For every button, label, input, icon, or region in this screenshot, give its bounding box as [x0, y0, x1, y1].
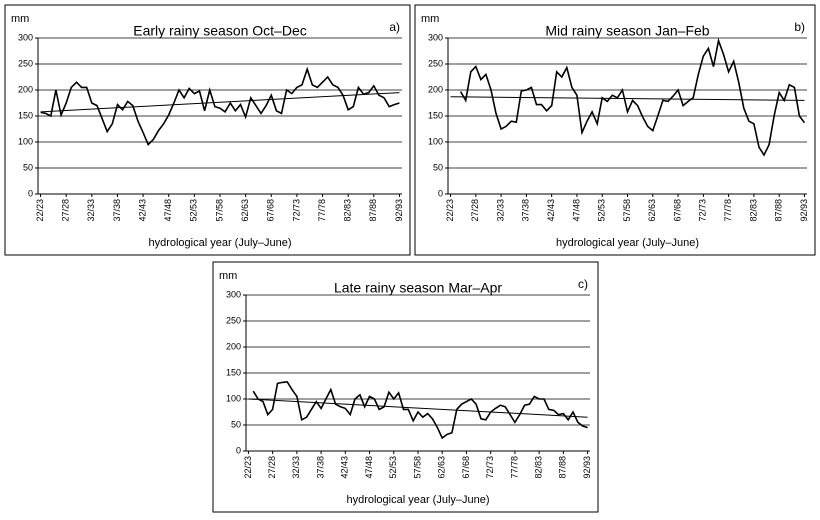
data-line	[40, 66, 400, 147]
x-tick-label: 22/23	[243, 456, 253, 479]
y-tick-label: 100	[428, 136, 443, 146]
trend-line	[450, 96, 805, 101]
y-tick-label: 150	[18, 110, 33, 120]
x-tick-label: 82/83	[748, 199, 758, 222]
x-tick-label: 27/28	[61, 199, 71, 222]
x-tick-label: 57/58	[214, 199, 224, 222]
x-tick-label: 37/38	[315, 456, 325, 479]
y-tick-label: 250	[428, 58, 443, 68]
x-tick-label: 72/73	[698, 199, 708, 222]
x-tick-label: 67/68	[672, 199, 682, 222]
y-tick-label: 250	[226, 315, 241, 325]
chart-title: Early rainy season Oct–Dec	[133, 23, 307, 39]
x-tick-label: 32/33	[495, 199, 505, 222]
panel-frame	[212, 261, 599, 513]
trend-line	[40, 92, 400, 113]
y-tick-label: 150	[428, 110, 443, 120]
y-unit: mm	[421, 13, 439, 25]
y-tick-label: 0	[28, 188, 33, 198]
x-tick-label: 42/43	[340, 456, 350, 479]
x-tick-label: 82/83	[343, 199, 353, 222]
data-line	[459, 37, 806, 157]
x-tick-label: 62/63	[437, 456, 447, 479]
x-tick-label: 32/33	[291, 456, 301, 479]
x-tick-label: 87/88	[368, 199, 378, 222]
x-tick-label: 62/63	[647, 199, 657, 222]
trend-line	[248, 398, 588, 418]
x-tick-label: 47/48	[571, 199, 581, 222]
y-tick-label: 100	[18, 136, 33, 146]
panel-label: b)	[794, 20, 805, 34]
panel-frame	[414, 4, 816, 256]
chart-title: Late rainy season Mar–Apr	[334, 280, 502, 296]
x-tick-label: 32/33	[86, 199, 96, 222]
y-tick-label: 300	[18, 32, 33, 42]
x-tick-label: 37/38	[521, 199, 531, 222]
x-tick-label: 92/93	[394, 199, 404, 222]
x-tick-label: 27/28	[470, 199, 480, 222]
y-tick-label: 0	[438, 188, 443, 198]
x-tick-label: 57/58	[622, 199, 632, 222]
x-tick-label: 47/48	[163, 199, 173, 222]
y-tick-label: 0	[236, 445, 241, 455]
y-tick-label: 200	[18, 84, 33, 94]
x-tick-label: 52/53	[597, 199, 607, 222]
y-tick-label: 200	[226, 341, 241, 351]
x-tick-label: 47/48	[364, 456, 374, 479]
y-tick-label: 250	[18, 58, 33, 68]
x-tick-label: 87/88	[774, 199, 784, 222]
x-tick-label: 22/23	[35, 199, 45, 222]
panel-label: a)	[389, 20, 400, 34]
x-tick-label: 27/28	[267, 456, 277, 479]
x-tick-label: 52/53	[388, 456, 398, 479]
y-tick-label: 300	[428, 32, 443, 42]
x-tick-label: 42/43	[137, 199, 147, 222]
y-tick-label: 300	[226, 289, 241, 299]
y-tick-label: 200	[428, 84, 443, 94]
x-tick-label: 22/23	[445, 199, 455, 222]
y-tick-label: 50	[433, 162, 443, 172]
x-tick-label: 77/78	[317, 199, 327, 222]
x-tick-label: 37/38	[112, 199, 122, 222]
y-unit: mm	[219, 270, 237, 282]
y-unit: mm	[11, 13, 29, 25]
x-tick-label: 72/73	[485, 456, 495, 479]
x-tick-label: 42/43	[546, 199, 556, 222]
x-axis-label: hydrological year (July–June)	[556, 237, 699, 249]
chart-title: Mid rainy season Jan–Feb	[545, 23, 709, 39]
x-tick-label: 92/93	[582, 456, 592, 479]
x-tick-label: 52/53	[189, 199, 199, 222]
x-tick-label: 77/78	[723, 199, 733, 222]
x-tick-label: 87/88	[558, 456, 568, 479]
x-axis-label: hydrological year (July–June)	[148, 237, 291, 249]
y-tick-label: 150	[226, 367, 241, 377]
x-tick-label: 92/93	[799, 199, 809, 222]
x-tick-label: 72/73	[291, 199, 301, 222]
x-tick-label: 62/63	[240, 199, 250, 222]
x-tick-label: 67/68	[461, 456, 471, 479]
x-axis-label: hydrological year (July–June)	[346, 494, 489, 506]
panel-frame	[4, 4, 411, 256]
y-tick-label: 50	[231, 419, 241, 429]
y-tick-label: 100	[226, 393, 241, 403]
x-tick-label: 82/83	[534, 456, 544, 479]
x-tick-label: 77/78	[509, 456, 519, 479]
x-tick-label: 67/68	[266, 199, 276, 222]
panel-label: c)	[578, 277, 588, 291]
data-line	[252, 380, 588, 440]
x-tick-label: 57/58	[412, 456, 422, 479]
y-tick-label: 50	[23, 162, 33, 172]
